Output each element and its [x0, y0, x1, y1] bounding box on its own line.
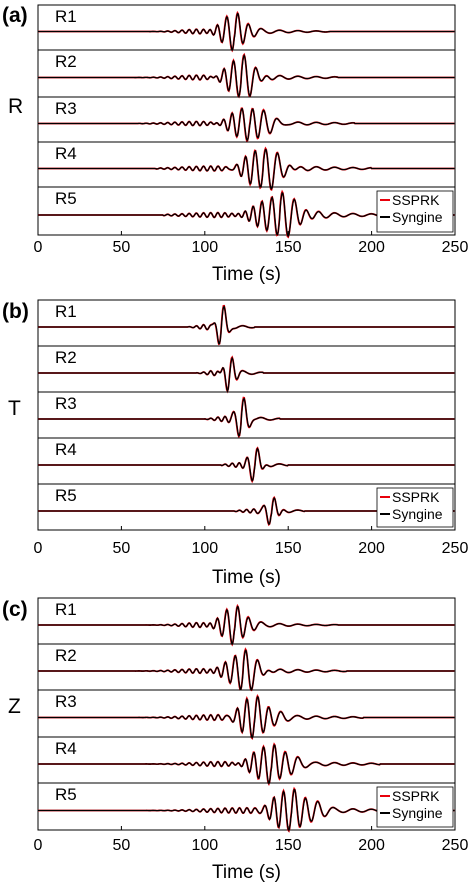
- series-syngine-line: [38, 447, 455, 482]
- component-label: T: [8, 397, 21, 420]
- series-syngine-line: [38, 397, 455, 437]
- legend-entry: SSPRK: [392, 489, 440, 505]
- component-label: Z: [8, 695, 21, 718]
- x-tick-label: 200: [358, 239, 385, 256]
- x-tick-label: 150: [275, 837, 302, 854]
- trace-frame: [37, 782, 456, 831]
- x-tick-label: 0: [34, 837, 43, 854]
- legend-box: [376, 786, 454, 828]
- trace-frame: [37, 345, 456, 393]
- x-axis-label: Time (s): [212, 264, 281, 285]
- panel-label: (b): [2, 300, 29, 323]
- trace-box: R3: [37, 391, 456, 439]
- panel-label: (c): [2, 598, 28, 621]
- trace-box: R4: [37, 736, 456, 787]
- series-ssprk-line: [38, 52, 455, 99]
- series-syngine-line: [38, 107, 455, 141]
- trace-frame: [37, 483, 456, 531]
- trace-label: R1: [55, 600, 77, 619]
- legend-box: [376, 190, 454, 233]
- trace-box: R1: [37, 299, 456, 347]
- x-tick-label: 50: [113, 837, 131, 854]
- trace-box: R4: [37, 141, 456, 191]
- x-tick-label: 150: [275, 239, 302, 256]
- trace-label: R5: [55, 486, 77, 505]
- trace-label: R3: [55, 692, 77, 711]
- trace-box: R1: [37, 597, 456, 647]
- series-ssprk-line: [38, 647, 455, 692]
- x-tick-label: 50: [113, 239, 131, 256]
- trace-frame: [37, 186, 456, 236]
- x-tick-label: 100: [191, 239, 218, 256]
- x-axis: 0 50 100 150 200 250 Time (s): [34, 231, 469, 285]
- trace-box: R2: [37, 49, 456, 99]
- trace-label: R4: [55, 144, 77, 163]
- panel-label: (a): [2, 4, 28, 27]
- trace-label: R5: [55, 189, 77, 208]
- x-tick-label: 250: [442, 239, 469, 256]
- legend-entry: SSPRK: [392, 192, 440, 208]
- trace-label: R2: [55, 52, 77, 71]
- trace-label: R2: [55, 646, 77, 665]
- trace-label: R3: [55, 394, 77, 413]
- trace-box: R4: [37, 437, 456, 485]
- legend-entry: SSPRK: [392, 788, 440, 804]
- x-tick-label: 150: [275, 540, 302, 557]
- series-syngine-line: [38, 356, 455, 393]
- series-syngine-line: [38, 12, 455, 52]
- trace-frame: [37, 299, 456, 347]
- x-tick-label: 0: [34, 239, 43, 256]
- trace-box: R1: [37, 4, 456, 53]
- series-syngine-line: [38, 695, 455, 740]
- trace-label: R2: [55, 348, 77, 367]
- x-axis: 0 50 100 150 200 250 Time (s): [34, 826, 469, 883]
- x-tick-label: 100: [191, 837, 218, 854]
- legend-entry: Syngine: [392, 209, 443, 225]
- series-ssprk-line: [38, 396, 455, 439]
- x-tick-label: 100: [191, 540, 218, 557]
- x-tick-label: 250: [442, 540, 469, 557]
- trace-label: R4: [55, 440, 77, 459]
- legend-box: [376, 487, 454, 528]
- series-syngine-line: [38, 744, 455, 785]
- trace-box: R2: [37, 345, 456, 394]
- trace-label: R5: [55, 785, 77, 804]
- trace-box: R3: [37, 96, 456, 143]
- series-syngine-line: [38, 148, 455, 191]
- trace-box: R3: [37, 689, 456, 740]
- x-axis-label: Time (s): [212, 567, 281, 588]
- legend-entry: Syngine: [392, 805, 443, 821]
- trace-label: R1: [55, 302, 77, 321]
- component-label: R: [8, 95, 23, 118]
- series-ssprk-line: [38, 304, 455, 346]
- x-tick-label: 200: [358, 540, 385, 557]
- series-syngine-line: [38, 649, 455, 691]
- trace-label: R4: [55, 739, 77, 758]
- trace-box: R2: [37, 643, 456, 692]
- x-axis: 0 50 100 150 200 250 Time (s): [34, 526, 469, 588]
- trace-label: R1: [55, 7, 77, 26]
- x-tick-label: 0: [34, 540, 43, 557]
- x-tick-label: 250: [442, 837, 469, 854]
- x-tick-label: 50: [113, 540, 131, 557]
- x-axis-label: Time (s): [212, 862, 281, 883]
- trace-label: R3: [55, 99, 77, 118]
- series-syngine-line: [38, 605, 455, 646]
- legend-entry: Syngine: [392, 506, 443, 522]
- series-syngine-line: [38, 305, 455, 345]
- x-tick-label: 200: [358, 837, 385, 854]
- series-ssprk-line: [38, 355, 455, 394]
- series-syngine-line: [38, 54, 455, 98]
